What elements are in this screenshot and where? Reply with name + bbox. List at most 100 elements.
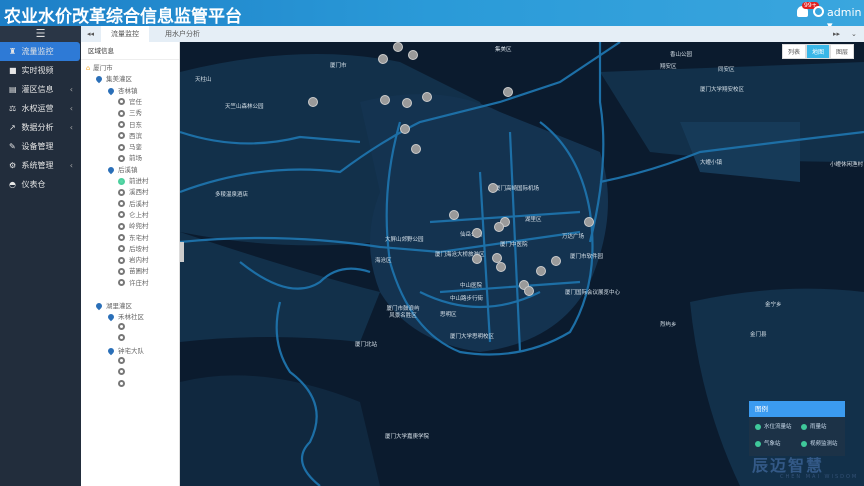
tree-node[interactable]: 官任 [118,96,142,106]
sidebar-item-6[interactable]: ⚙ 系统管理 ‹ [0,156,81,175]
legend-item-rain-station: 雨量站 [801,422,827,430]
land-area [180,232,380,342]
station-marker[interactable] [400,124,410,134]
tree-node[interactable]: 马銮 [118,141,142,151]
station-marker[interactable] [494,222,504,232]
station-marker[interactable] [308,97,318,107]
tree-node[interactable]: 三秀 [118,107,142,117]
tree-node[interactable]: 仑上村 [118,209,149,219]
map-label: 厦门大学嘉庚学院 [385,434,430,440]
station-marker[interactable] [408,50,418,60]
tree-node[interactable] [118,323,129,331]
station-icon [118,334,125,342]
tree-node[interactable] [118,357,129,365]
station-marker[interactable] [449,210,459,220]
dashboard-icon: ◓ [9,180,16,189]
layer-view-button[interactable]: 图层 [829,44,854,59]
map-label: 厦门海沧大桥旅游区 [435,252,485,258]
tree-node[interactable]: 岩内村 [118,254,149,264]
tree-node[interactable]: 东宅村 [118,232,149,242]
tree-node[interactable]: 后垵村 [118,243,149,253]
location-pin-icon [94,301,104,311]
tree-node[interactable]: 集美灌区 [94,73,132,84]
station-marker[interactable] [378,54,388,64]
user-icon[interactable] [813,6,824,17]
menu-toggle-icon[interactable]: ☰ [0,26,81,42]
video-station-icon [801,440,807,447]
location-pin-icon [94,75,104,84]
tree-node[interactable]: 苗圃村 [118,265,149,275]
tab-scroll-left-icon[interactable]: ◂◂ [87,30,95,38]
station-marker[interactable] [380,95,390,105]
map-label: 天竺山森林公园 [225,104,264,110]
tree-node[interactable]: 前进村 [118,175,149,185]
map-label: 万达广场 [562,234,585,240]
tree-node[interactable]: 湖里灌区 [94,300,132,311]
map-label: 厦门中医院 [500,242,528,248]
tree-node[interactable]: 溪西村 [118,186,149,196]
tree-node[interactable]: 禾林社区 [106,311,144,322]
station-marker[interactable] [584,217,594,227]
list-view-button[interactable]: 列表 [781,44,806,59]
tree-node[interactable]: 日东 [118,119,142,129]
watermark-subtitle: CHEN MAI WISDOM [780,474,859,480]
sidebar-item-1[interactable]: ■ 实时视频 [0,61,81,80]
bell-icon[interactable] [797,6,808,17]
tab-flow-monitoring[interactable]: 流量监控 [101,26,149,42]
sidebar-item-0[interactable]: ♜ 流量监控 [0,42,80,61]
tree-node[interactable]: 岭兜村 [118,220,149,230]
tree-node[interactable]: 后溪镇 [106,164,138,174]
rain-station-icon [801,423,807,430]
station-marker[interactable] [488,183,498,193]
tree-node[interactable] [118,334,129,342]
map-label: 天柱山 [195,77,212,83]
tree-node[interactable] [118,379,129,387]
tree-node[interactable]: ⌂ 厦门市 [86,64,113,72]
station-icon [118,154,125,162]
sidebar-item-5[interactable]: ✎ 设备管理 [0,137,81,156]
plug-icon: ✎ [9,142,16,151]
tree-node[interactable]: 许庄村 [118,277,149,287]
sidebar-item-7[interactable]: ◓ 仪表仓 [0,175,81,194]
sidebar-item-3[interactable]: ⚖ 水权运营 ‹ [0,99,81,118]
station-marker[interactable] [411,144,421,154]
station-marker[interactable] [536,266,546,276]
station-icon [118,109,125,117]
station-marker[interactable] [503,87,513,97]
tree-node[interactable]: 西滨 [118,130,142,140]
tree-node[interactable] [118,368,129,376]
weather-station-icon [755,440,761,447]
tab-scroll-right-icon[interactable]: ▸▸ [833,30,841,38]
map-view[interactable]: 天柱山 天竺山森林公园 多稜温泉酒店 大屏山郊野公园 海沧区 厦门海沧大桥旅游区 中山医院思… [180,42,864,486]
sidebar-item-4[interactable]: ↗ 数据分析 ‹ [0,118,81,137]
sidebar-item-2[interactable]: ▤ 灌区信息 ‹ [0,80,81,99]
map-label: 金门县 [750,332,767,338]
tree-node[interactable]: 前场 [118,152,142,162]
tab-user-analysis[interactable]: 用水户分析 [165,30,200,38]
location-pin-icon [106,86,116,95]
tab-options-chevron-icon[interactable]: ⌄ [851,30,857,38]
app-title: 农业水价改革综合信息监管平台 [4,7,242,27]
station-marker[interactable] [524,286,534,296]
tree-node[interactable]: 后溪村 [118,198,149,208]
map-label: 翔安区 [660,64,677,70]
tree-node[interactable]: 杏林镇 [106,85,138,95]
tree-node[interactable]: 钟宅大队 [106,345,144,356]
station-marker[interactable] [551,256,561,266]
station-marker[interactable] [402,98,412,108]
user-menu[interactable]: admin ▾ [827,6,862,32]
collapse-panel-handle[interactable] [180,242,184,262]
station-marker[interactable] [472,254,482,264]
map-label: 香山公园 [670,52,693,58]
station-marker[interactable] [393,42,403,52]
map-label: 厦门大学翔安校区 [700,87,745,93]
station-marker[interactable] [496,262,506,272]
station-icon [118,379,125,387]
station-icon [118,143,125,151]
chevron-left-icon: ‹ [69,123,73,132]
station-icon [118,200,125,208]
station-icon [118,188,125,196]
station-marker[interactable] [472,228,482,238]
map-view-button[interactable]: 地图 [805,44,830,59]
station-marker[interactable] [422,92,432,102]
